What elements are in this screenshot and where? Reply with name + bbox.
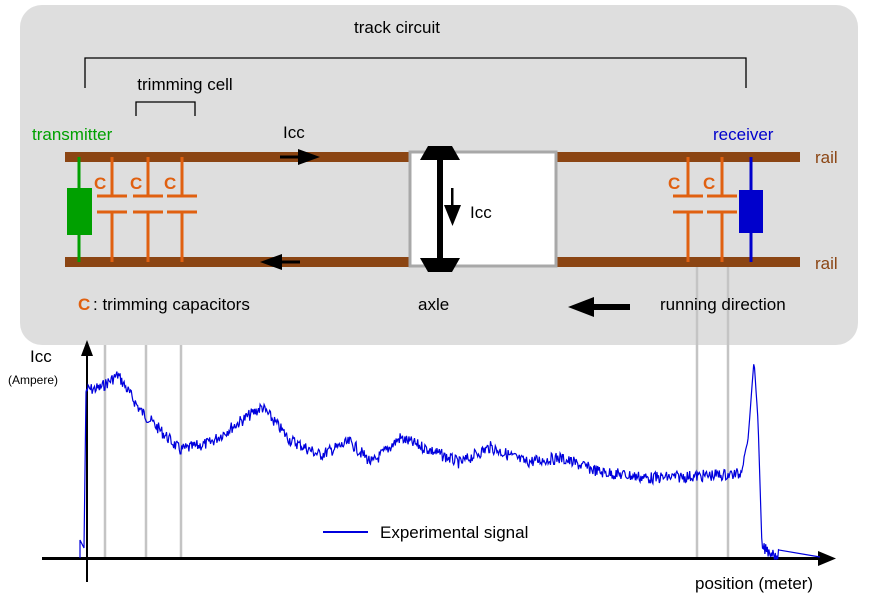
icc-label: Icc <box>470 203 492 222</box>
current-arrows <box>260 149 320 270</box>
capacitor-labels: C C C C C <box>94 174 715 193</box>
axle <box>420 146 461 272</box>
y-unit: (Ampere) <box>8 373 58 387</box>
rails <box>65 152 800 267</box>
capacitors <box>97 157 737 262</box>
signal <box>79 364 821 560</box>
axle-box <box>408 150 558 268</box>
legend-symbol: C <box>78 295 90 314</box>
transmitter-box <box>67 188 92 235</box>
axle-label: axle <box>418 295 449 314</box>
cap-label: C <box>703 174 715 193</box>
receiver-label: receiver <box>713 125 774 144</box>
transmitter-label: transmitter <box>32 125 113 144</box>
cap-label: C <box>94 174 106 193</box>
track-label: track circuit <box>354 18 440 37</box>
plot-legend: Experimental signal <box>380 523 528 542</box>
legend-text: : trimming capacitors <box>93 295 250 314</box>
rail-label: rail <box>815 254 838 273</box>
y-label: Icc <box>30 347 52 366</box>
direction-label: running direction <box>660 295 786 314</box>
cap-label: C <box>130 174 142 193</box>
cap-label: C <box>668 174 680 193</box>
receiver-box <box>739 190 763 233</box>
direction-arrow <box>568 297 630 317</box>
track-bracket <box>84 57 747 88</box>
cell-label: trimming cell <box>137 75 232 94</box>
axes <box>42 340 836 582</box>
rail-label: rail <box>815 148 838 167</box>
cap-label: C <box>164 174 176 193</box>
cell-bracket <box>135 101 196 116</box>
icc-label: Icc <box>283 123 305 142</box>
x-label: position (meter) <box>695 574 813 593</box>
